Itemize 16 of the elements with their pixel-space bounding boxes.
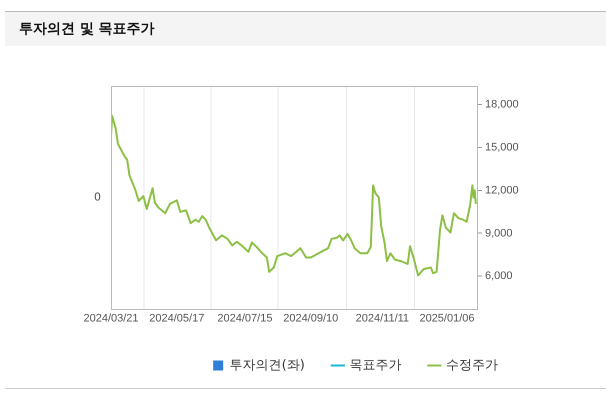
y2-tick-label: 15,000	[485, 142, 519, 154]
legend-label: 목표주가	[349, 358, 402, 373]
chart-title: 투자의견 및 목표주가	[5, 12, 606, 46]
legend-label: 수정주가	[446, 358, 498, 373]
x-tick-label: 2024/11/11	[356, 312, 410, 325]
y2-tick-label: 12,000	[485, 184, 519, 196]
y2-tick-label: 18,000	[485, 98, 519, 111]
x-tick-label: 2024/07/15	[217, 312, 272, 325]
text: 0	[94, 190, 101, 204]
y2-tick-label: 9,000	[485, 227, 513, 240]
y2-tick-label: 6,000	[485, 270, 513, 282]
x-tick-label: 2025/01/06	[419, 312, 475, 325]
x-tick-label: 2024/09/10	[283, 312, 338, 325]
x-tick-label: 2024/03/21	[83, 312, 139, 325]
x-tick-label: 2024/05/17	[149, 312, 204, 325]
legend-label: 투자의견(좌)	[230, 358, 305, 373]
